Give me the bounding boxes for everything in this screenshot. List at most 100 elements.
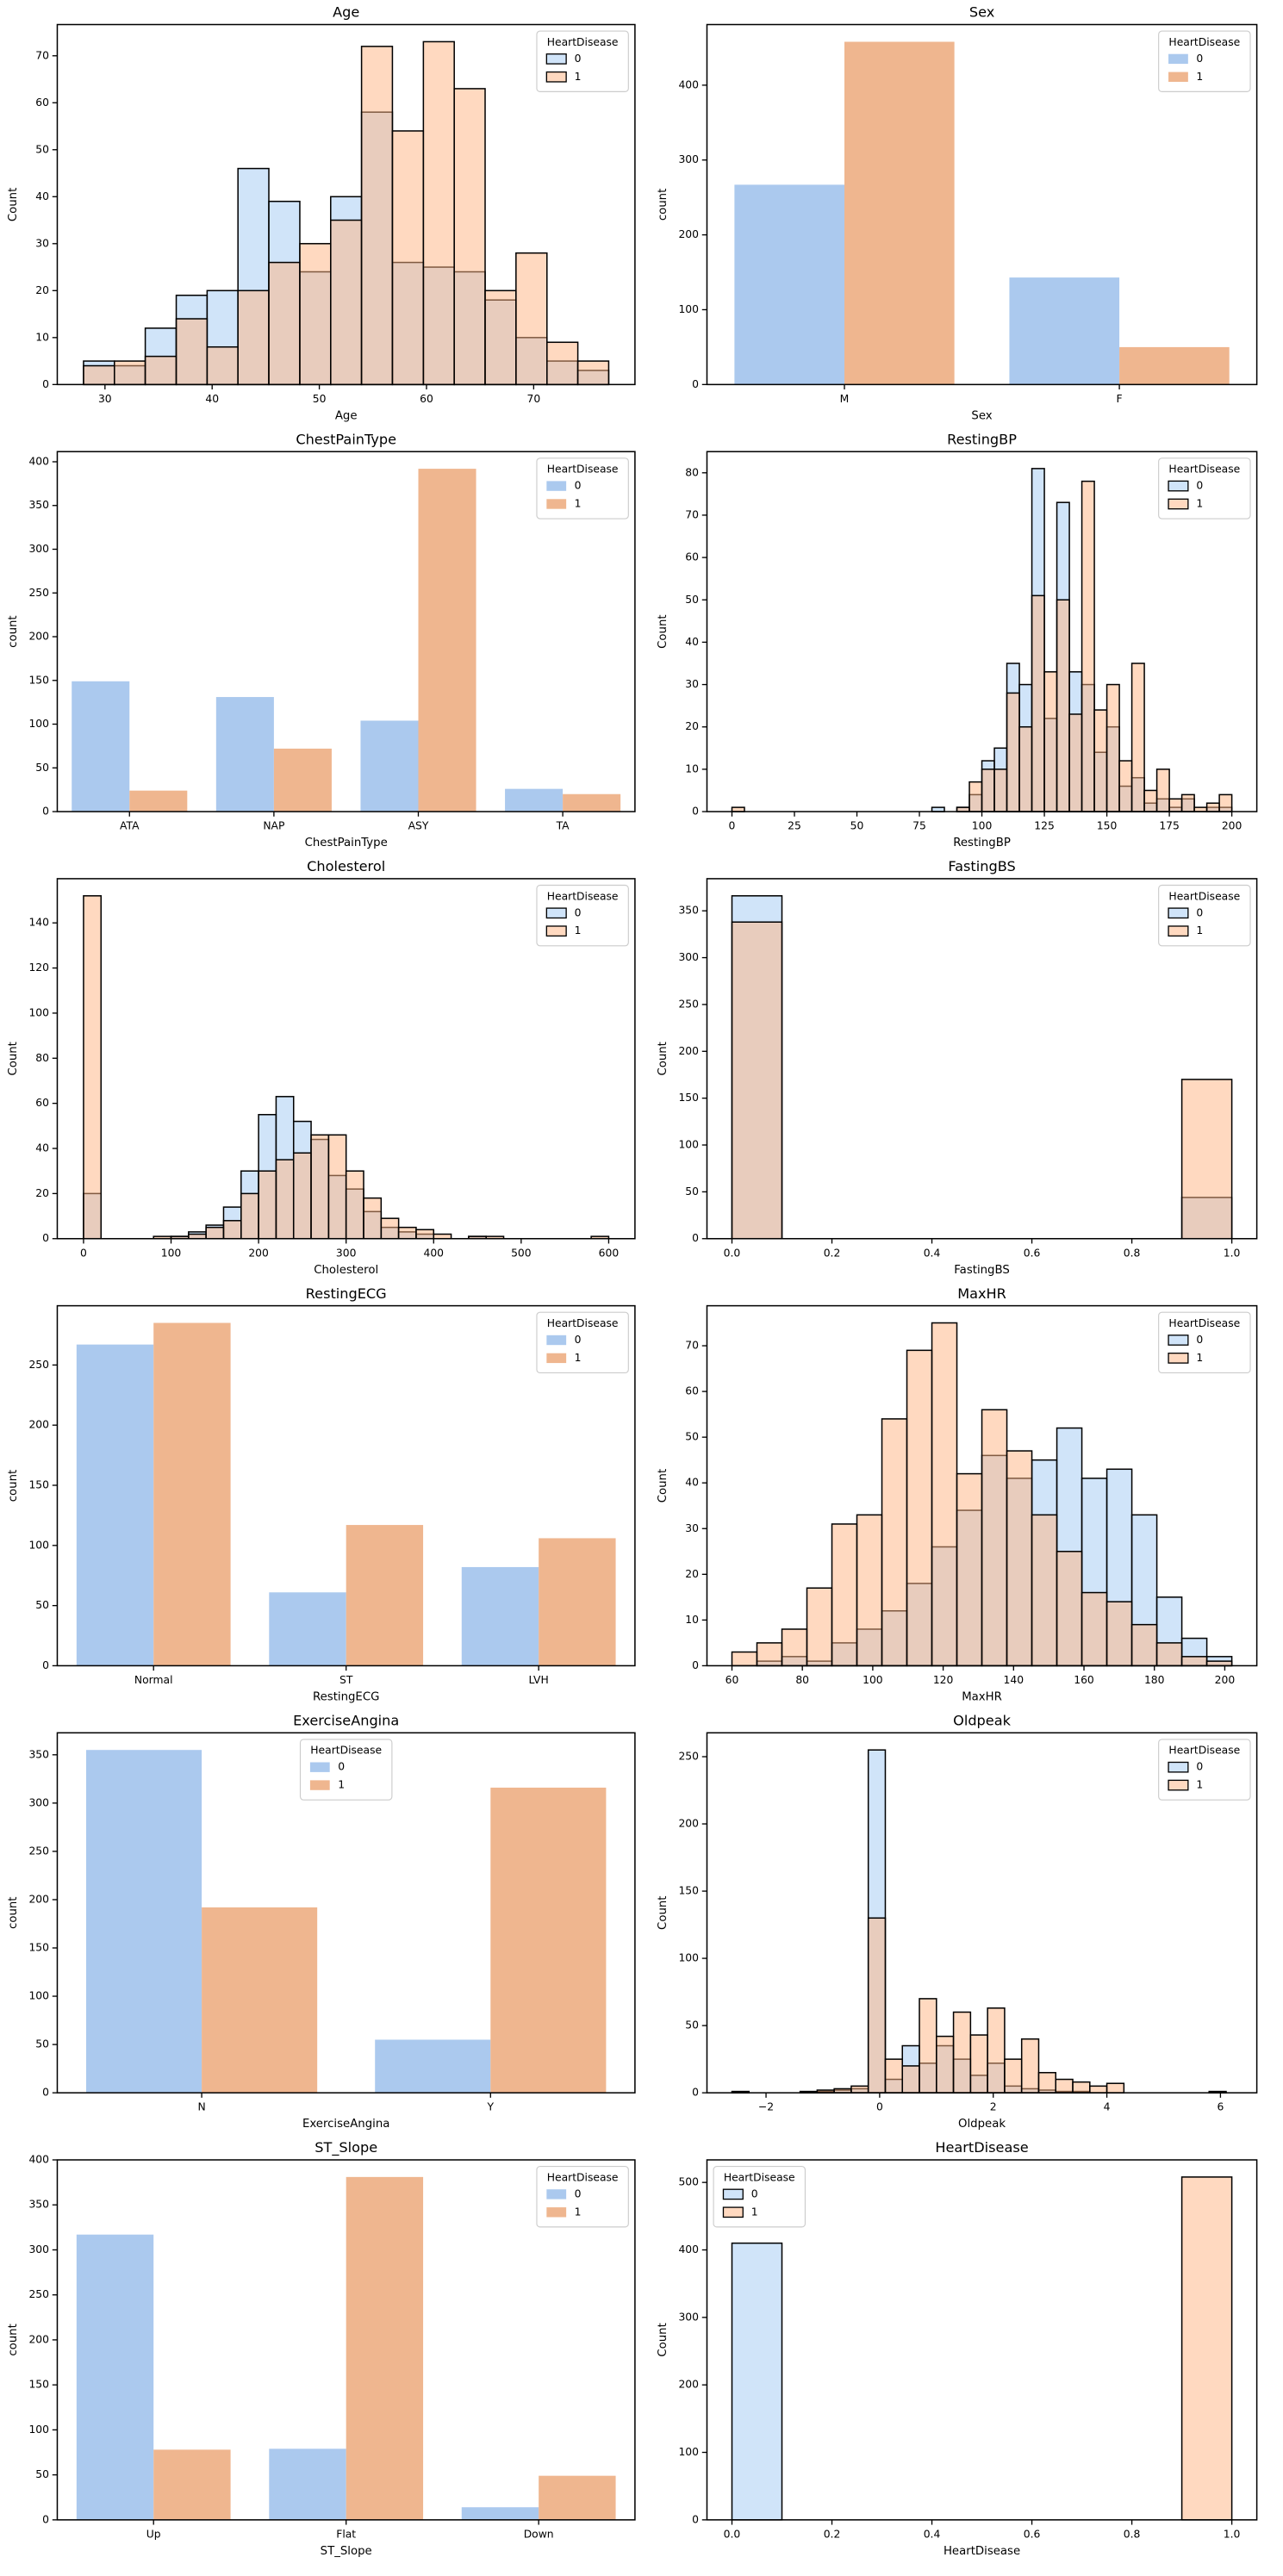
y-tick-label: 100	[678, 2446, 699, 2458]
x-tick-label: 0	[80, 1247, 87, 1259]
histogram-bar	[1081, 1591, 1108, 1667]
y-tick-label: 300	[678, 2311, 699, 2323]
legend-label: 1	[575, 71, 582, 83]
x-tick-label: 600	[599, 1247, 620, 1259]
y-tick-label: 0	[692, 1659, 699, 1671]
y-axis-label: Count	[7, 1042, 20, 1075]
y-tick-label: 0	[42, 1232, 49, 1244]
bar	[490, 1787, 607, 2094]
y-tick-label: 50	[35, 143, 49, 155]
y-tick-label: 200	[678, 2379, 699, 2391]
x-tick-label: Down	[524, 2528, 554, 2540]
legend-swatch	[545, 925, 567, 937]
histogram-bar	[781, 1628, 808, 1667]
y-tick-label: 200	[28, 1419, 49, 1431]
y-tick-label: 50	[685, 1431, 699, 1443]
x-tick-label: 0.0	[724, 2528, 741, 2540]
legend-swatch	[1168, 1335, 1189, 1346]
x-tick-label: 400	[424, 1247, 445, 1259]
bar	[202, 1907, 318, 2094]
legend-label: 1	[1196, 1352, 1203, 1364]
y-tick-label: 0	[692, 1232, 699, 1244]
chart-title: Oldpeak	[953, 1713, 1011, 1729]
histogram-bar	[188, 1233, 207, 1240]
histogram-bar	[756, 1642, 783, 1667]
histogram-bar	[1180, 1656, 1208, 1667]
legend-swatch	[545, 71, 567, 83]
y-axis-label: Count	[657, 1895, 670, 1929]
y-tick-label: 80	[685, 466, 699, 478]
legend-swatch	[545, 53, 567, 65]
bar	[734, 184, 845, 385]
histogram-bar	[1118, 760, 1133, 812]
histogram-bar	[919, 1998, 937, 2094]
histogram-bar	[1056, 1551, 1083, 1667]
legend-title: HeartDisease	[1168, 890, 1240, 902]
y-tick-label: 40	[685, 1477, 699, 1489]
y-tick-label: 0	[42, 806, 49, 818]
x-tick-label: 80	[795, 1674, 809, 1686]
y-axis-label: count	[7, 615, 20, 647]
y-tick-label: 400	[678, 78, 699, 90]
legend-title: HeartDisease	[547, 2171, 619, 2183]
y-tick-label: 0	[42, 2513, 49, 2525]
legend-title: HeartDisease	[547, 464, 619, 476]
x-tick-label: 175	[1159, 820, 1180, 832]
y-tick-label: 150	[678, 1092, 699, 1104]
y-axis-label: count	[657, 189, 670, 221]
histogram-bar	[952, 2011, 972, 2094]
histogram-bar	[1168, 798, 1183, 812]
bar	[153, 1322, 231, 1666]
y-axis-label: count	[7, 1896, 20, 1928]
x-axis-label: ChestPainType	[305, 837, 388, 849]
x-tick-label: 1.0	[1224, 1247, 1241, 1259]
legend-title: HeartDisease	[1168, 36, 1240, 48]
y-tick-label: 50	[685, 594, 699, 606]
bar	[360, 720, 419, 812]
histogram-bar	[1081, 480, 1095, 812]
x-axis-label: FastingBS	[954, 1264, 1010, 1277]
histogram-bar	[1093, 709, 1108, 812]
y-tick-label: 40	[685, 636, 699, 648]
legend-swatch	[546, 481, 567, 491]
y-axis-label: Count	[657, 614, 670, 648]
histogram-bar	[363, 1197, 383, 1240]
bar	[153, 2449, 231, 2520]
y-tick-label: 100	[28, 1539, 49, 1551]
axes-frame	[706, 1732, 1258, 2094]
y-tick-label: 500	[678, 2176, 699, 2188]
y-tick-label: 200	[678, 1818, 699, 1830]
histogram-bar	[546, 341, 579, 386]
histogram-bar	[144, 355, 178, 386]
x-tick-label: LVH	[529, 1674, 549, 1686]
x-axis-label: Oldpeak	[958, 2118, 1006, 2131]
y-tick-label: 0	[692, 378, 699, 390]
x-tick-label: ST	[339, 1674, 353, 1686]
histogram-bar	[1004, 2058, 1023, 2094]
y-tick-label: 80	[35, 1052, 49, 1064]
legend-swatch	[309, 1780, 330, 1790]
legend-swatch	[1168, 1761, 1189, 1773]
histogram-bar	[968, 781, 983, 812]
histogram-bar	[292, 1152, 312, 1240]
legend-label: 1	[1196, 71, 1203, 83]
y-tick-label: 200	[28, 1893, 49, 1905]
x-tick-label: 100	[863, 1674, 883, 1686]
histogram-bar	[380, 1217, 400, 1240]
legend-label: 0	[751, 2187, 758, 2200]
y-tick-label: 0	[692, 2513, 699, 2525]
bar	[215, 697, 274, 812]
legend-label: 1	[575, 1352, 582, 1364]
x-tick-label: 60	[726, 1674, 739, 1686]
x-tick-label: 180	[1144, 1674, 1165, 1686]
y-tick-label: 300	[678, 951, 699, 963]
histogram-bar	[1155, 768, 1170, 812]
x-tick-label: 0	[876, 2101, 883, 2113]
histogram-bar	[1205, 802, 1220, 812]
histogram-bar	[422, 40, 455, 386]
histogram-bar	[867, 1917, 887, 2094]
histogram-bar	[1105, 683, 1120, 812]
y-tick-label: 140	[28, 917, 49, 929]
x-tick-label: 50	[313, 393, 327, 405]
